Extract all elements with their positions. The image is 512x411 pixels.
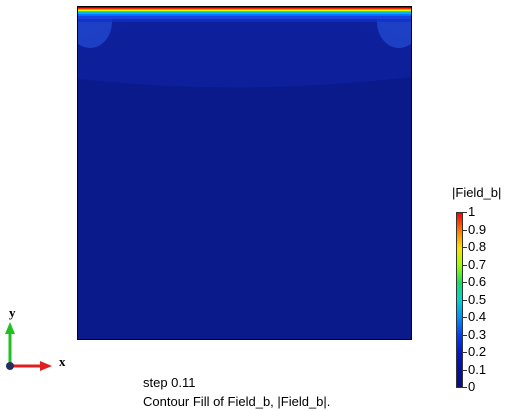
colorbar-tick-label: 0.9 [468,222,487,237]
x-axis-label: x [59,354,66,369]
band-yellow [78,10,411,11]
colorbar-tick [463,247,467,248]
x-arrow-head [40,361,52,371]
y-axis-label: y [9,305,16,320]
colorbar-tick [463,317,467,318]
colorbar-tick [463,370,467,371]
colorbar-tick [463,335,467,336]
colorbar [456,212,463,388]
contour-fill [78,7,411,339]
band-orange [78,9,411,10]
colorbar-tick [463,265,467,266]
colorbar-tick [463,300,467,301]
colorbar-tick-label: 0.6 [468,274,487,289]
plot-description: Contour Fill of Field_b, |Field_b|. [143,394,331,409]
top-edge [78,7,411,8]
colorbar-tick-label: 0.8 [468,239,487,254]
colorbar-tick-label: 0.2 [468,344,487,359]
band-mid-blue [78,16,411,19]
legend-title: |Field_b| [452,185,502,200]
colorbar-tick-label: 1 [468,204,476,219]
colorbar-tick [463,230,467,231]
colorbar-tick [463,282,467,283]
colorbar-tick-label: 0.5 [468,292,487,307]
z-axis-dot [6,362,14,370]
colorbar-tick-label: 0.3 [468,327,487,342]
y-arrow-head [5,322,15,334]
colorbar-tick [463,352,467,353]
colorbar-tick-label: 0.4 [468,309,487,324]
colorbar-tick-label: 0 [468,379,476,394]
axis-triad: y x z [1,305,66,374]
contour-plot-area [77,6,412,340]
colorbar-tick [463,387,467,388]
colorbar-tick-label: 0.1 [468,362,487,377]
colorbar-tick-label: 0.7 [468,257,487,272]
colorbar-tick [463,212,467,213]
band-dark-blue [78,19,411,22]
band-green [78,11,411,12]
band-cyan [78,12,411,14]
band-blue [78,14,411,16]
band-red [78,8,411,9]
step-label: step 0.11 [143,375,196,390]
z-axis-label: z [1,363,6,374]
